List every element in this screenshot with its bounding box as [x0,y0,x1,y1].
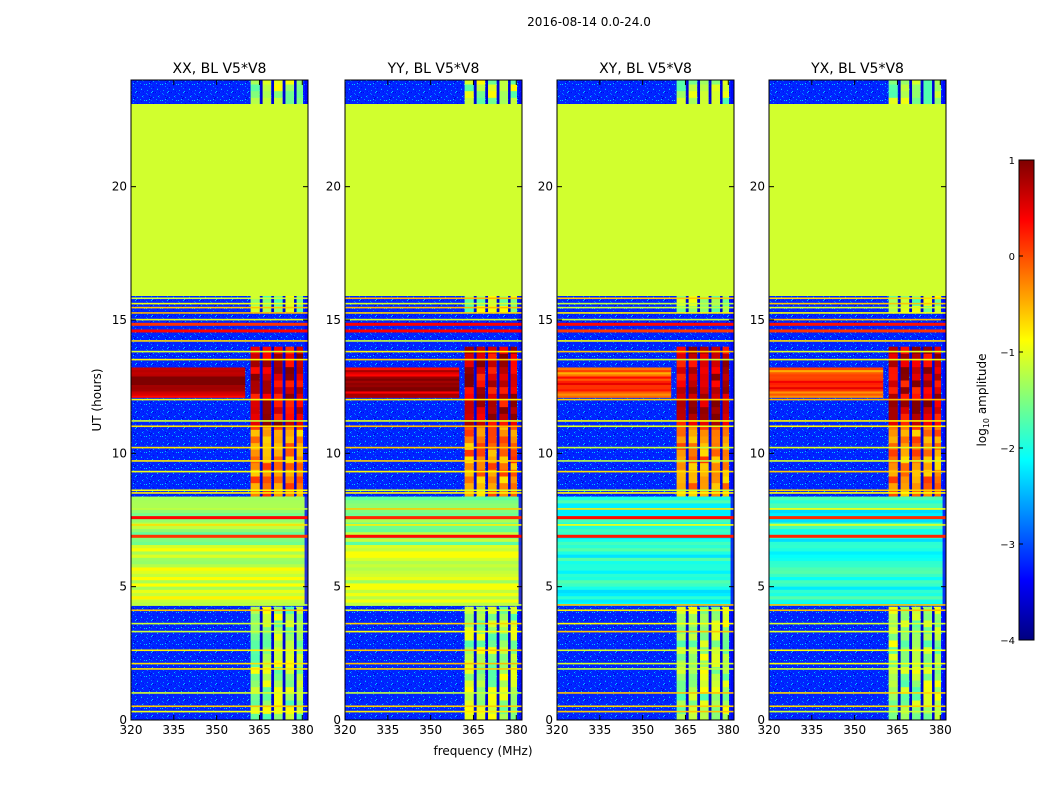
heatmap-xy [557,80,734,720]
x-tick-label: 335 [162,723,185,737]
heatmap-yx [769,80,946,720]
y-axis-label: UT (hours) [90,368,104,431]
colorbar-tick-label: −2 [1000,444,1015,455]
colorbar-tick-label: −1 [1000,348,1015,359]
x-tick-label: 350 [631,723,654,737]
colorbar-label: log10 amplitude [975,354,991,447]
panel-xx: XX, BL V5*V8 320 335 350 365 380 0 5 10 15 20 [112,61,314,737]
y-tick-label: 5 [333,580,341,594]
heatmap-xx [131,80,308,720]
colorbar-tick-label: 0 [1009,252,1015,263]
panel-yx: YX, BL V5*V8 320 335 350 365 380 0 5 10 15 20 [750,61,952,737]
y-tick-label: 15 [750,313,765,327]
y-tick-label: 20 [326,180,341,194]
panel-title: XY, BL V5*V8 [599,61,692,77]
colorbar-gradient [1018,159,1035,641]
panel-frame [556,79,735,721]
x-tick-label: 320 [758,723,781,737]
panel-frame [130,79,309,721]
panel-title: YY, BL V5*V8 [387,61,480,77]
x-tick-label: 380 [505,723,528,737]
x-tick-label: 320 [334,723,357,737]
flagged-block [557,104,734,296]
y-tick-label: 0 [757,713,765,727]
panel-title: XX, BL V5*V8 [173,61,267,77]
y-tick-label: 0 [545,713,553,727]
x-tick-label: 350 [205,723,228,737]
colorbar-tick-label: −3 [1000,540,1015,551]
flagged-block [131,104,308,296]
x-tick-label: 365 [248,723,271,737]
y-tick-label: 5 [757,580,765,594]
x-tick-label: 365 [462,723,485,737]
colorbar-tick-label: 1 [1009,156,1015,167]
y-tick-label: 15 [112,313,127,327]
flagged-block [345,104,522,296]
y-tick-label: 0 [333,713,341,727]
y-tick-label: 10 [326,446,341,460]
x-tick-label: 365 [886,723,909,737]
x-tick-label: 350 [843,723,866,737]
x-tick-label: 350 [419,723,442,737]
colorbar-tick-label: −4 [1000,636,1015,647]
x-tick-label: 335 [800,723,823,737]
panel-yy: YY, BL V5*V8 320 335 350 365 380 0 5 10 15 20 frequ… [326,61,533,758]
heatmap-yy [345,80,522,720]
x-tick-label: 320 [546,723,569,737]
figure-title: 2016-08-14 0.0-24.0 [527,15,651,29]
x-tick-label: 335 [588,723,611,737]
colorbar: 1 0 −1 −2 −3 −4 log10 amplitude [975,156,1035,647]
x-tick-label: 335 [376,723,399,737]
y-tick-label: 10 [750,446,765,460]
flagged-block [769,104,946,296]
y-tick-label: 20 [112,180,127,194]
panel-title: YX, BL V5*V8 [810,61,904,77]
y-tick-label: 20 [750,180,765,194]
panel-frame [344,79,523,721]
x-tick-label: 380 [291,723,314,737]
x-tick-label: 380 [717,723,740,737]
x-axis-label: frequency (MHz) [433,744,532,758]
y-tick-label: 10 [538,446,553,460]
y-tick-label: 15 [326,313,341,327]
y-tick-label: 15 [538,313,553,327]
x-tick-label: 320 [120,723,143,737]
y-tick-label: 0 [119,713,127,727]
x-tick-label: 380 [929,723,952,737]
y-tick-label: 5 [119,580,127,594]
y-tick-label: 10 [112,446,127,460]
panel-xy: XY, BL V5*V8 320 335 350 365 380 0 5 10 15 20 [538,61,740,737]
y-tick-label: 20 [538,180,553,194]
y-tick-label: 5 [545,580,553,594]
x-tick-label: 365 [674,723,697,737]
panel-frame [768,79,947,721]
